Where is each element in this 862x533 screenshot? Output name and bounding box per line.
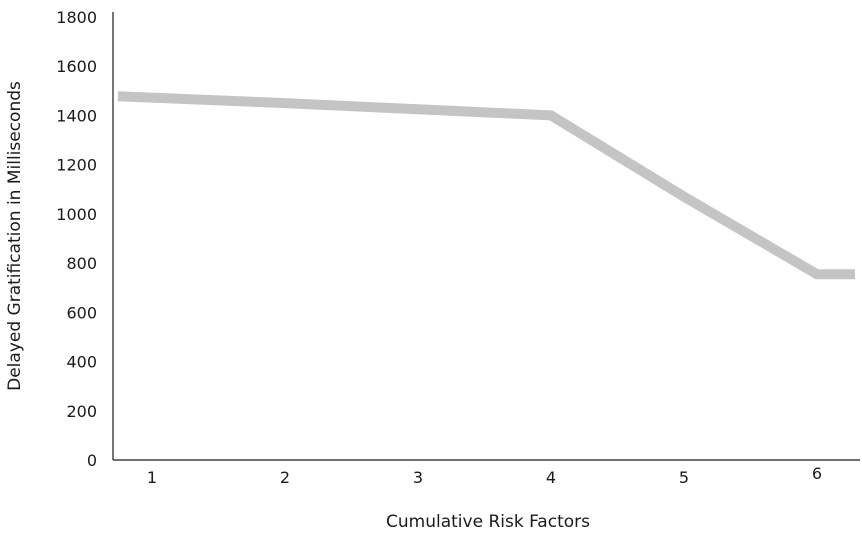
y-tick-label: 1600 [56,57,97,76]
x-axis-title: Cumulative Risk Factors [386,512,590,532]
series-line [117,91,855,280]
y-tick-label: 1200 [56,156,97,175]
x-tick-label: 1 [147,468,157,487]
y-axis-ticks: 0 200 400 600 800 1000 1200 1400 1600 1800 [56,8,97,470]
y-tick-label: 0 [87,451,97,470]
x-axis-ticks: 1 2 3 4 5 6 [147,464,822,487]
y-tick-label: 800 [66,254,97,273]
x-tick-label: 4 [546,468,556,487]
x-tick-label: 5 [679,468,689,487]
x-tick-label: 2 [280,468,290,487]
y-tick-label: 200 [66,402,97,421]
y-axis-title: Delayed Gratification in Milliseconds [5,81,25,391]
x-tick-label: 3 [413,468,423,487]
y-tick-label: 600 [66,303,97,322]
y-tick-label: 1800 [56,8,97,27]
y-tick-label: 1400 [56,106,97,125]
x-tick-label: 6 [812,464,822,483]
y-tick-label: 1000 [56,205,97,224]
series-group [117,91,855,280]
y-tick-label: 400 [66,353,97,372]
